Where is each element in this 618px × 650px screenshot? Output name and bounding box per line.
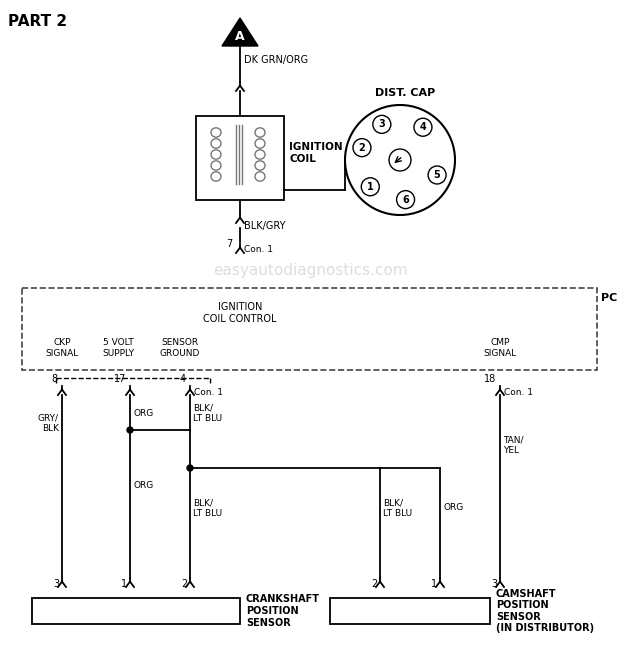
Text: TAN/
YEL: TAN/ YEL bbox=[503, 436, 523, 455]
Text: 1: 1 bbox=[367, 182, 374, 192]
Text: 3: 3 bbox=[491, 579, 497, 589]
Text: 7: 7 bbox=[226, 239, 232, 249]
Circle shape bbox=[127, 427, 133, 433]
Text: Con. 1: Con. 1 bbox=[504, 388, 533, 397]
Text: ORG: ORG bbox=[443, 504, 464, 512]
Text: 6: 6 bbox=[402, 194, 409, 205]
Bar bbox=[330, 598, 490, 624]
Text: 1: 1 bbox=[431, 579, 437, 589]
Bar bbox=[196, 116, 284, 200]
Text: Con. 1: Con. 1 bbox=[244, 246, 273, 255]
Text: 4: 4 bbox=[420, 122, 426, 132]
Text: A: A bbox=[235, 29, 245, 42]
Text: IGNITION
COIL CONTROL: IGNITION COIL CONTROL bbox=[203, 302, 277, 324]
Text: DK GRN/ORG: DK GRN/ORG bbox=[244, 55, 308, 65]
Text: 5 VOLT
SUPPLY: 5 VOLT SUPPLY bbox=[102, 338, 134, 358]
Text: 18: 18 bbox=[484, 374, 496, 384]
Text: 17: 17 bbox=[114, 374, 126, 384]
Text: 5: 5 bbox=[434, 170, 441, 180]
Bar bbox=[22, 288, 597, 370]
Text: BLK/
LT BLU: BLK/ LT BLU bbox=[383, 499, 412, 517]
Text: BLK/GRY: BLK/GRY bbox=[244, 221, 286, 231]
Text: PCM: PCM bbox=[601, 293, 618, 303]
Text: BLK/
LT BLU: BLK/ LT BLU bbox=[193, 499, 222, 517]
Circle shape bbox=[428, 166, 446, 184]
Text: ORG: ORG bbox=[133, 408, 153, 417]
Text: CRANKSHAFT
POSITION
SENSOR: CRANKSHAFT POSITION SENSOR bbox=[246, 594, 320, 628]
Text: easyautodiagnostics.com: easyautodiagnostics.com bbox=[213, 263, 407, 278]
Circle shape bbox=[373, 115, 391, 133]
Circle shape bbox=[414, 118, 432, 136]
Text: 2: 2 bbox=[180, 579, 187, 589]
Text: CAMSHAFT
POSITION
SENSOR
(IN DISTRIBUTOR): CAMSHAFT POSITION SENSOR (IN DISTRIBUTOR… bbox=[496, 589, 594, 633]
Circle shape bbox=[237, 118, 243, 124]
Text: SENSOR
GROUND: SENSOR GROUND bbox=[160, 338, 200, 358]
Text: 2: 2 bbox=[371, 579, 377, 589]
Text: 3: 3 bbox=[53, 579, 59, 589]
Text: 8: 8 bbox=[52, 374, 58, 384]
Text: IGNITION
COIL: IGNITION COIL bbox=[289, 142, 342, 164]
Text: ORG: ORG bbox=[133, 480, 153, 489]
Bar bbox=[32, 598, 240, 624]
Polygon shape bbox=[222, 18, 258, 46]
Text: Con. 1: Con. 1 bbox=[194, 388, 223, 397]
Circle shape bbox=[187, 465, 193, 471]
Text: 2: 2 bbox=[358, 142, 365, 153]
Circle shape bbox=[362, 177, 379, 196]
Text: 3: 3 bbox=[378, 120, 385, 129]
Text: DIST. CAP: DIST. CAP bbox=[375, 88, 435, 98]
Text: CMP
SIGNAL: CMP SIGNAL bbox=[483, 338, 517, 358]
Text: CKP
SIGNAL: CKP SIGNAL bbox=[45, 338, 78, 358]
Text: BLK/
LT BLU: BLK/ LT BLU bbox=[193, 403, 222, 422]
Text: 4: 4 bbox=[180, 374, 186, 384]
Text: 1: 1 bbox=[121, 579, 127, 589]
Circle shape bbox=[397, 190, 415, 209]
Text: GRY/
BLK: GRY/ BLK bbox=[38, 413, 59, 433]
Text: PART 2: PART 2 bbox=[8, 14, 67, 29]
Circle shape bbox=[353, 138, 371, 157]
